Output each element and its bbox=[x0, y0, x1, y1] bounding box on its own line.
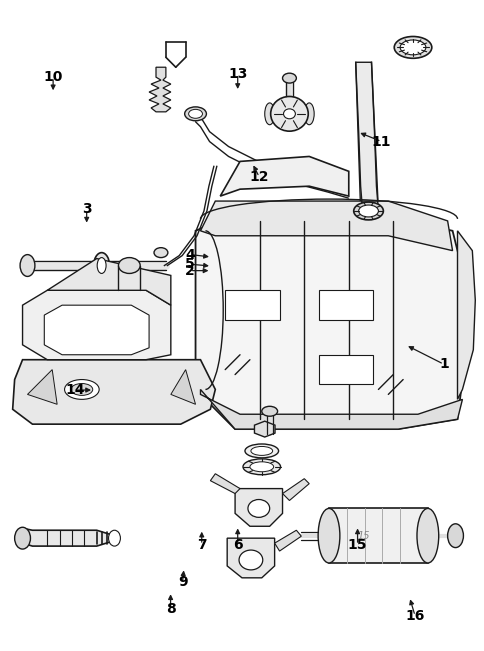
Text: 9: 9 bbox=[178, 575, 187, 589]
Text: 1: 1 bbox=[438, 357, 448, 371]
Ellipse shape bbox=[64, 380, 99, 399]
Ellipse shape bbox=[264, 103, 274, 125]
Polygon shape bbox=[282, 478, 309, 501]
Polygon shape bbox=[355, 62, 378, 211]
Text: 6: 6 bbox=[232, 538, 242, 552]
Ellipse shape bbox=[303, 103, 314, 125]
Ellipse shape bbox=[97, 258, 106, 273]
Text: 8: 8 bbox=[166, 602, 175, 616]
Ellipse shape bbox=[20, 255, 35, 277]
Ellipse shape bbox=[353, 202, 382, 220]
Ellipse shape bbox=[71, 383, 92, 395]
Polygon shape bbox=[235, 489, 282, 526]
Ellipse shape bbox=[393, 36, 431, 59]
Text: 14: 14 bbox=[65, 383, 84, 397]
Text: 12: 12 bbox=[249, 170, 269, 184]
Polygon shape bbox=[170, 370, 195, 404]
Ellipse shape bbox=[318, 508, 339, 563]
Polygon shape bbox=[210, 474, 240, 493]
Ellipse shape bbox=[242, 459, 280, 475]
Bar bbox=[328, 508, 427, 563]
Ellipse shape bbox=[249, 462, 273, 472]
Ellipse shape bbox=[261, 406, 277, 416]
Polygon shape bbox=[149, 67, 170, 112]
Ellipse shape bbox=[447, 524, 463, 547]
Text: 11: 11 bbox=[371, 135, 391, 148]
Text: 3: 3 bbox=[82, 202, 91, 216]
Polygon shape bbox=[227, 538, 274, 578]
Ellipse shape bbox=[399, 40, 425, 55]
Ellipse shape bbox=[239, 550, 262, 570]
Ellipse shape bbox=[358, 205, 378, 217]
Polygon shape bbox=[22, 290, 170, 360]
Text: 10: 10 bbox=[44, 70, 62, 84]
Polygon shape bbox=[44, 305, 149, 355]
Bar bbox=[318, 355, 373, 385]
Polygon shape bbox=[200, 389, 462, 429]
Bar bbox=[225, 290, 279, 320]
Text: 13: 13 bbox=[227, 67, 247, 81]
Text: 15: 15 bbox=[357, 531, 369, 541]
Ellipse shape bbox=[244, 444, 278, 458]
Text: 5: 5 bbox=[184, 257, 194, 271]
Polygon shape bbox=[195, 216, 462, 429]
Ellipse shape bbox=[188, 109, 202, 118]
Polygon shape bbox=[28, 370, 57, 404]
Text: 2: 2 bbox=[184, 264, 194, 277]
Ellipse shape bbox=[247, 499, 269, 518]
Polygon shape bbox=[220, 156, 348, 196]
Polygon shape bbox=[200, 201, 452, 251]
Bar bbox=[318, 290, 373, 320]
Ellipse shape bbox=[108, 530, 120, 546]
Text: 16: 16 bbox=[405, 609, 424, 623]
Ellipse shape bbox=[250, 447, 272, 456]
Polygon shape bbox=[47, 258, 170, 305]
Ellipse shape bbox=[270, 96, 308, 131]
Polygon shape bbox=[456, 231, 474, 399]
Text: 7: 7 bbox=[197, 538, 206, 552]
Ellipse shape bbox=[282, 73, 296, 83]
Ellipse shape bbox=[283, 109, 295, 118]
Text: 4: 4 bbox=[184, 247, 194, 262]
Polygon shape bbox=[13, 360, 215, 424]
Ellipse shape bbox=[416, 508, 438, 563]
Ellipse shape bbox=[15, 527, 30, 549]
Polygon shape bbox=[254, 421, 274, 437]
Polygon shape bbox=[274, 530, 301, 551]
Ellipse shape bbox=[118, 258, 140, 273]
Ellipse shape bbox=[184, 107, 206, 121]
Ellipse shape bbox=[154, 247, 167, 258]
Polygon shape bbox=[22, 528, 113, 546]
Text: 15: 15 bbox=[347, 538, 366, 552]
Ellipse shape bbox=[93, 253, 109, 279]
